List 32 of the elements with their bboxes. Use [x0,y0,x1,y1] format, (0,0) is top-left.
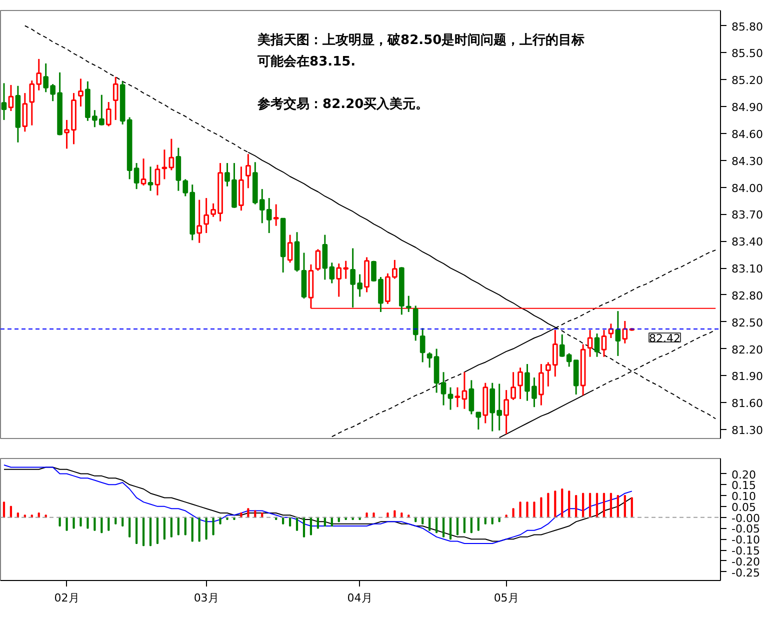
y-tick-label: 84.60 [732,128,763,141]
y-tick-label: -0.10 [732,534,760,547]
x-tick-label: 04月 [347,592,372,604]
y-tick-label: -0.00 [732,512,760,525]
annotation: 参考交易：82.20买入美元。 [256,96,429,112]
y-tick-label: 85.80 [732,20,763,34]
y-tick-label: -0.05 [732,522,760,536]
x-tick-label: 02月 [54,592,80,604]
y-tick-label: 84.30 [732,154,763,168]
y-tick-label: 81.30 [732,424,763,438]
y-tick-label: 85.50 [732,47,763,60]
annotation: 美指天图：上攻明显，破82.50是时间问题，上行的目标可能会在83.15. [256,32,585,70]
y-tick-label: -0.25 [732,566,760,580]
y-tick-label: 81.90 [732,370,763,384]
y-tick-label: 81.60 [732,397,763,410]
y-tick-label: 0.15 [732,479,756,492]
y-tick-label: 85.20 [732,74,763,88]
y-tick-label: 0.20 [732,468,756,482]
y-tick-label: 84.90 [732,101,763,114]
y-tick-label: 82.20 [732,343,763,356]
y-tick-label: 82.80 [732,289,763,302]
y-tick-label: 0.10 [732,490,756,504]
y-tick-label: 82.50 [732,316,763,330]
x-tick-label: 05月 [494,592,519,604]
y-tick-label: 83.10 [732,262,763,276]
y-tick-label: -0.15 [732,544,760,558]
y-tick-label: 83.70 [732,208,763,222]
y-tick-label: 0.05 [732,500,756,514]
x-tick-label: 03月 [194,592,219,604]
y-tick-label: 84.00 [732,182,763,195]
y-tick-label: 83.40 [732,236,763,249]
y-tick-label: -0.20 [732,555,760,568]
